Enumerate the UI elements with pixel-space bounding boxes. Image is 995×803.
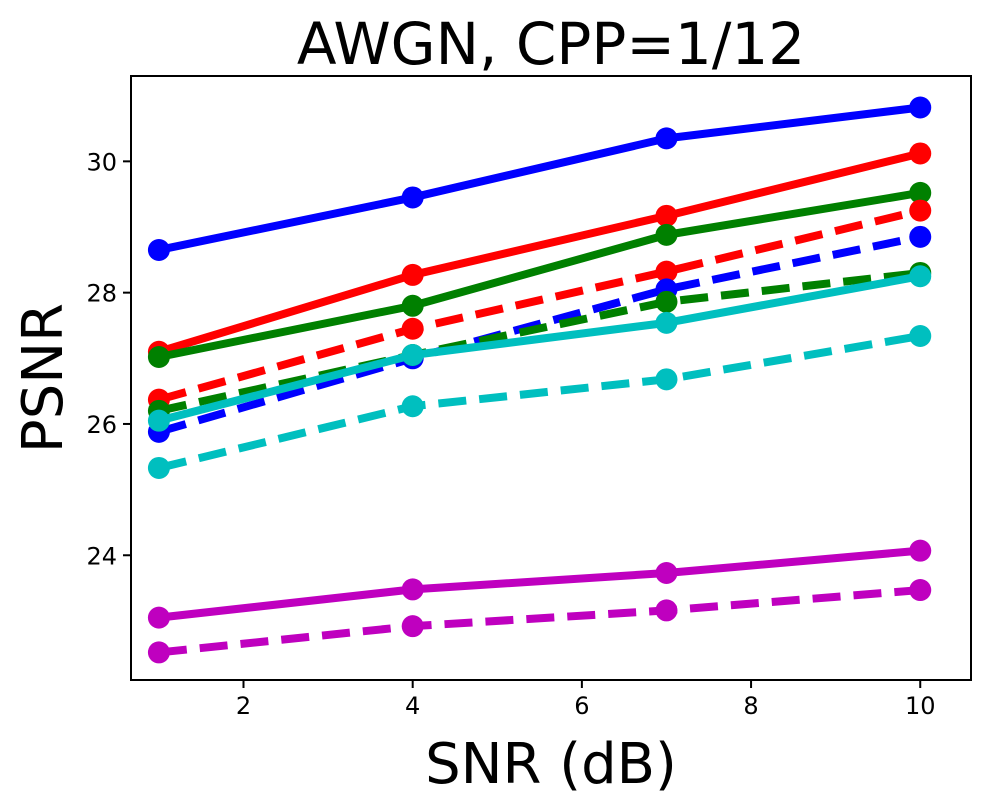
y-tick-label: 26 <box>86 411 117 439</box>
series-line-blue-dashed <box>157 232 922 436</box>
data-point-red-dashed <box>655 260 678 283</box>
data-point-blue-solid <box>147 238 170 261</box>
x-tick-label: 8 <box>743 692 758 720</box>
x-tick-label: 2 <box>236 692 251 720</box>
series-line-green-dashed <box>158 268 921 415</box>
data-point-cyan-solid <box>401 344 424 367</box>
plot-area-frame <box>130 75 972 681</box>
series-line-magenta-dashed <box>158 586 921 657</box>
series-layer <box>147 96 932 664</box>
data-point-red-solid <box>401 263 424 286</box>
x-tick-label: 10 <box>905 692 936 720</box>
series-line-magenta-solid <box>158 546 921 622</box>
data-point-cyan-dashed <box>909 324 932 347</box>
data-point-magenta-dashed <box>655 599 678 622</box>
x-tick-label: 4 <box>405 692 420 720</box>
data-point-red-dashed <box>401 317 424 340</box>
data-point-green-solid <box>909 181 932 204</box>
series-line-red-dashed <box>157 206 922 404</box>
y-axis-ticks: 24 26 28 30 <box>86 148 131 570</box>
data-point-blue-solid <box>401 186 424 209</box>
data-point-cyan-solid <box>909 265 932 288</box>
data-point-magenta-dashed <box>401 615 424 638</box>
y-tick-label: 24 <box>86 542 117 570</box>
data-point-blue-solid <box>909 96 932 119</box>
data-point-magenta-solid <box>401 578 424 601</box>
y-axis-title: PSNR <box>11 303 76 453</box>
data-point-magenta-dashed <box>909 579 932 602</box>
data-point-cyan-dashed <box>401 395 424 418</box>
y-tick-label: 30 <box>86 148 117 176</box>
data-point-green-dashed <box>655 290 678 313</box>
data-point-cyan-dashed <box>147 456 170 479</box>
series-magenta-solid <box>147 539 932 629</box>
data-point-magenta-solid <box>909 539 932 562</box>
series-line-red-solid <box>157 149 922 356</box>
data-point-green-solid <box>655 223 678 246</box>
data-point-red-solid <box>655 204 678 227</box>
data-point-cyan-solid <box>147 409 170 432</box>
data-point-cyan-solid <box>655 311 678 334</box>
data-point-green-solid <box>401 294 424 317</box>
series-magenta-dashed <box>147 579 932 664</box>
series-line-green-solid <box>158 188 921 361</box>
series-cyan-dashed <box>147 324 932 479</box>
data-point-green-solid <box>147 345 170 368</box>
data-point-blue-dashed <box>909 225 932 248</box>
series-green-solid <box>147 181 932 368</box>
data-point-cyan-dashed <box>655 368 678 391</box>
data-point-blue-solid <box>655 127 678 150</box>
x-axis-ticks: 2 4 6 8 10 <box>236 680 936 720</box>
data-point-magenta-solid <box>147 606 170 629</box>
series-cyan-solid <box>147 265 932 432</box>
series-blue-solid <box>147 96 932 261</box>
chart-title: AWGN, CPP=1/12 <box>297 10 805 78</box>
series-line-cyan-dashed <box>157 332 921 472</box>
series-line-cyan-solid <box>157 272 921 425</box>
data-point-red-dashed <box>909 199 932 222</box>
y-tick-label: 28 <box>86 280 117 308</box>
series-line-blue-solid <box>158 103 921 254</box>
data-point-red-solid <box>909 142 932 165</box>
data-point-magenta-dashed <box>147 641 170 664</box>
x-axis-title: SNR (dB) <box>425 732 677 797</box>
data-point-magenta-solid <box>655 561 678 584</box>
x-tick-label: 6 <box>574 692 589 720</box>
